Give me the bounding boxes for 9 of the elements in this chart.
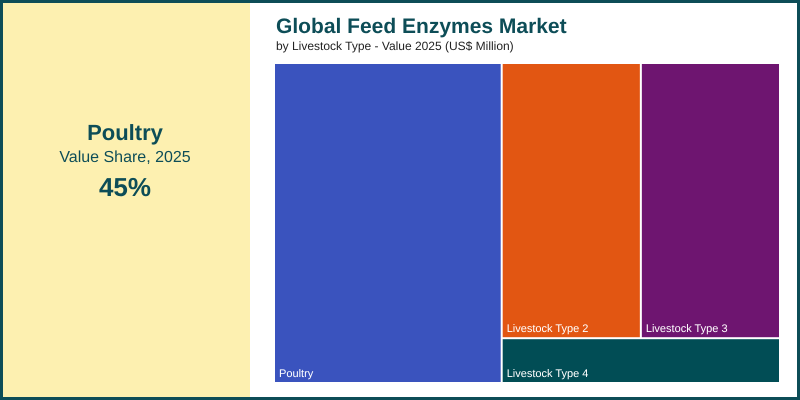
data-label: 45% bbox=[98, 172, 152, 202]
text: Global Feed Enzymes Market bbox=[276, 15, 567, 38]
category-label: Livestock Type 4 bbox=[506, 368, 588, 380]
category-label: Poultry bbox=[279, 368, 314, 380]
text: by Livestock Type - Value 2025 (US$ Million) bbox=[276, 39, 514, 53]
text: Value Share, 2025 bbox=[59, 149, 191, 166]
category-label: Poultry bbox=[87, 120, 164, 145]
category-label: Livestock Type 3 bbox=[646, 323, 728, 336]
category-label: Livestock Type 2 bbox=[506, 323, 588, 336]
